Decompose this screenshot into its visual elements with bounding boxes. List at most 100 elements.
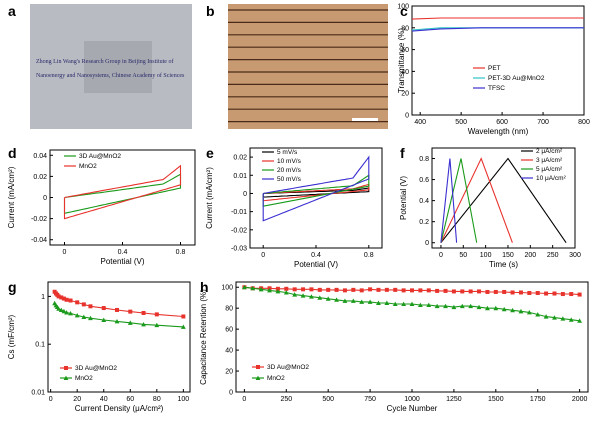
x-axis-label: Current Density (μA/cm²) [75, 404, 164, 413]
data-point [485, 305, 490, 311]
data-point [493, 289, 498, 294]
data-point [325, 296, 331, 301]
data-point [58, 307, 64, 312]
plot-frame [249, 147, 383, 249]
series-line [440, 158, 458, 243]
series-line [262, 183, 370, 202]
y-axis-label: Transmittance (%) [397, 28, 406, 93]
data-point [418, 288, 423, 293]
x-tick-label: 100 [178, 396, 190, 403]
data-point [283, 290, 289, 295]
data-point [417, 302, 423, 308]
legend-label: 2 μA/cm² [536, 148, 563, 155]
x-tick-label: 500 [322, 396, 334, 403]
legend-marker [63, 375, 69, 380]
legend-label: 20 mV/s [277, 167, 302, 174]
series-line [262, 174, 370, 207]
data-point [485, 289, 490, 294]
x-tick-label: 60 [126, 396, 134, 403]
legend-marker [256, 365, 260, 369]
x-axis-label: Wavelength (nm) [468, 127, 529, 136]
chart-f: f 0 50 100 150 200 250 300 0 0.2 0.4 0.6 0.8 Time (s)… [399, 145, 581, 269]
legend-label: 3 μA/cm² [536, 157, 563, 164]
y-axis-label: Capacitance Retention (%) [199, 289, 208, 385]
x-tick-label: 0 [63, 249, 67, 256]
y-tick-label: 40 [401, 69, 409, 76]
y-tick-label: 0 [229, 390, 233, 397]
plot-frame [49, 149, 196, 246]
data-point [552, 291, 557, 296]
y-tick-label: 0.01 [233, 173, 247, 180]
data-point [75, 300, 80, 305]
plot-frame [235, 281, 589, 393]
x-tick-label: 1250 [446, 396, 462, 403]
data-point [367, 299, 373, 304]
data-point [527, 291, 532, 295]
data-point [61, 308, 67, 314]
data-point [250, 285, 256, 291]
x-tick-label: 0 [242, 396, 246, 403]
data-point [300, 293, 306, 298]
y-axis-label: Current (mA/cm²) [7, 166, 16, 228]
panel-label-d: d [8, 145, 17, 161]
data-point [443, 303, 448, 309]
legend-marker [64, 366, 68, 370]
x-tick-label: 700 [537, 119, 549, 126]
y-tick-label: 1 [41, 294, 45, 301]
data-point [180, 324, 186, 329]
data-point [560, 316, 566, 321]
micrograph-b-lines [228, 9, 388, 123]
data-point [88, 315, 93, 321]
x-tick-label: 150 [502, 252, 514, 259]
data-point [88, 304, 93, 309]
data-point [501, 306, 507, 312]
data-point [64, 297, 69, 302]
data-point [409, 301, 415, 306]
x-tick-label: 600 [496, 119, 508, 126]
data-point [552, 315, 557, 320]
series-line [63, 173, 182, 214]
data-point [351, 287, 356, 292]
y-tick-label: 100 [221, 285, 233, 292]
x-tick-label: 0 [261, 252, 265, 259]
data-point [59, 295, 64, 300]
data-point [493, 305, 499, 311]
chart-d: d 0 0.4 0.8 -0.04 -0.02 0 0.02 0.04 Potential (V)… [7, 145, 196, 266]
y-tick-label: 20 [401, 91, 409, 98]
data-point [74, 313, 80, 318]
data-point [426, 302, 432, 308]
data-point [334, 297, 339, 302]
data-point [392, 301, 398, 306]
panel-label-f: f [400, 145, 405, 161]
x-tick-label: 1750 [530, 396, 546, 403]
data-point [376, 300, 381, 305]
data-point [81, 314, 87, 320]
data-point [317, 295, 323, 300]
chart-e: e 0 0.4 0.8 -0.03 -0.02 -0.01 0 0.01 0.02 Potentia… [205, 145, 383, 269]
legend-label: MnO2 [267, 375, 285, 382]
data-point [56, 306, 62, 311]
y-tick-label: 0.01 [31, 390, 45, 397]
panel-label-g: g [8, 279, 17, 295]
data-point [435, 288, 440, 293]
data-point [309, 287, 314, 292]
y-tick-label: -0.02 [31, 216, 47, 223]
y-tick-label: -0.04 [31, 237, 47, 244]
y-tick-label: 20 [225, 369, 233, 376]
data-point [535, 291, 540, 295]
legend-label: 50 mV/s [277, 176, 302, 183]
y-tick-label: 100 [397, 4, 409, 11]
series-line [54, 291, 184, 318]
y-tick-label: 0.02 [33, 174, 47, 181]
data-point [64, 310, 69, 315]
plot-frame [431, 147, 576, 249]
data-point [61, 296, 66, 301]
legend-label: 10 mV/s [277, 158, 302, 165]
series-line [440, 157, 567, 244]
micrograph-b-background [228, 4, 388, 129]
photo-a-line-2: Nanoenergy and Nanosystems, Chinese Acad… [36, 72, 185, 79]
plot-frame [411, 5, 585, 116]
data-point [577, 318, 583, 323]
data-point [241, 284, 247, 290]
